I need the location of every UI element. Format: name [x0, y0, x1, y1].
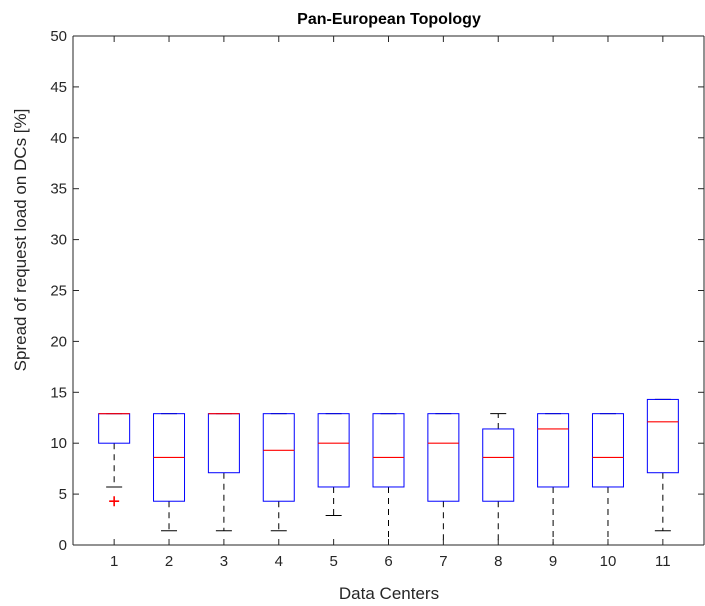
box-body [262, 413, 295, 502]
y-tick-label: 0 [59, 537, 67, 554]
outlier-marker [109, 496, 120, 507]
x-tick-label: 6 [384, 553, 392, 570]
box-group-8 [482, 413, 515, 546]
y-tick-label: 25 [50, 283, 67, 300]
chart-title: Pan-European Topology [297, 11, 481, 28]
box-group-5 [317, 413, 350, 516]
box-body [591, 413, 624, 488]
box-body [98, 413, 131, 444]
x-tick-label: 10 [600, 553, 617, 570]
box-group-1 [98, 413, 131, 507]
x-tick-label: 8 [494, 553, 502, 570]
box-body [207, 413, 240, 474]
box-body [646, 398, 679, 474]
y-tick-label: 20 [50, 333, 67, 350]
x-tick-label: 2 [165, 553, 173, 570]
x-tick-label: 11 [655, 553, 671, 570]
y-tick-label: 5 [59, 486, 67, 503]
box-body [427, 413, 460, 502]
box-body [537, 413, 570, 488]
box-group-4 [262, 413, 295, 532]
y-tick-label: 50 [50, 28, 67, 45]
y-tick-label: 45 [50, 79, 67, 96]
box-body [482, 428, 515, 502]
plot-area [98, 398, 679, 546]
x-tick-label: 5 [329, 553, 337, 570]
box-body [372, 413, 405, 488]
x-tick-label: 3 [220, 553, 228, 570]
x-tick-label: 1 [110, 553, 118, 570]
box-group-9 [537, 413, 570, 546]
y-tick-label: 10 [50, 435, 67, 452]
y-axis-label: Spread of request load on DCs [%] [11, 109, 30, 372]
box-body [317, 413, 350, 488]
box-group-7 [427, 413, 460, 546]
box-group-10 [591, 413, 624, 546]
x-tick-label: 7 [439, 553, 447, 570]
y-tick-label: 35 [50, 181, 67, 198]
box-group-6 [372, 413, 405, 546]
y-tick-label: 40 [50, 130, 67, 147]
x-tick-label: 9 [549, 553, 557, 570]
box-group-11 [646, 398, 679, 532]
x-tick-label: 4 [275, 553, 283, 570]
box-group-3 [207, 413, 240, 532]
y-tick-label: 15 [50, 384, 67, 401]
x-axis-label: Data Centers [339, 584, 439, 603]
y-tick-label: 30 [50, 232, 67, 249]
box-group-2 [153, 413, 186, 532]
